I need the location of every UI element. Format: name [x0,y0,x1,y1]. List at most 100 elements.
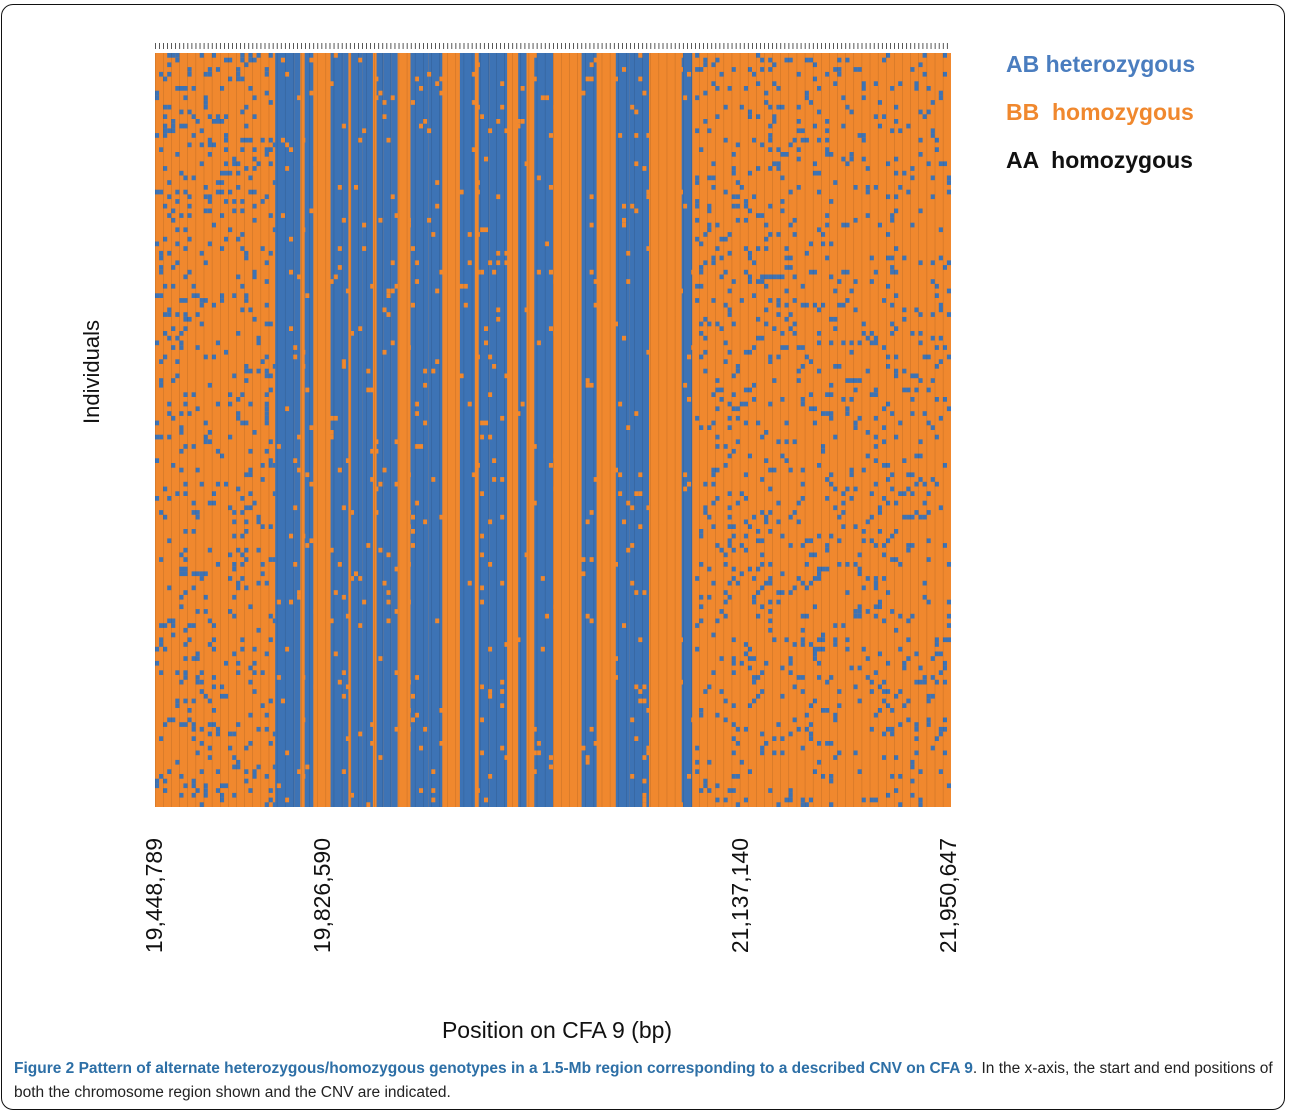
ab-call [796,104,801,110]
ab-call [236,547,241,553]
ab-call [930,378,935,383]
ab-call [155,241,160,247]
ab-call [845,562,850,567]
snp-marker [475,43,477,49]
ab-call [248,741,253,746]
ab-call [187,203,192,209]
bb-call [374,510,379,515]
ab-call [232,161,237,167]
ab-call [727,543,732,548]
ab-call [264,774,269,779]
ab-call [731,406,736,412]
ab-call [695,53,700,58]
ab-call [890,731,895,737]
ab-call [886,703,891,708]
ab-call [240,533,245,539]
ab-call [224,660,229,666]
ab-call [890,726,895,732]
ab-call [731,703,736,708]
bb-call [285,166,290,171]
ab-call [719,255,724,261]
ab-call [942,665,947,671]
ab-call [930,260,935,266]
ab-call [236,331,241,336]
ab-call [228,434,233,440]
ab-call [179,722,184,727]
ab-call [792,232,797,237]
ab-call [171,123,176,129]
ab-call [739,571,744,577]
ab-call [236,722,241,727]
bb-call [427,128,432,134]
ab-call [934,481,939,487]
ab-call [743,269,748,275]
ab-call [853,67,858,72]
ab-column [681,53,693,807]
ab-call [906,514,911,520]
ab-call [183,571,188,577]
ab-call [808,703,813,708]
bb-call [646,189,651,195]
ab-call [877,222,882,228]
ab-call [808,241,813,247]
snp-marker [232,43,233,49]
ab-call [719,326,724,331]
snp-marker [821,43,822,49]
ab-call [898,420,903,426]
snp-marker [520,43,522,49]
marker-separator [536,53,538,807]
snp-marker [536,43,538,49]
ab-call [821,566,826,572]
snp-marker [207,43,209,49]
ab-call [926,86,931,91]
bb-call [309,538,314,544]
ab-call [890,213,895,218]
snp-marker [796,43,798,49]
bb-call [504,642,509,647]
ab-call [772,736,777,741]
bb-call [691,717,696,723]
ab-call [922,514,927,520]
ab-call [808,642,813,647]
snp-marker [857,43,859,49]
snp-marker [654,43,656,49]
ab-call [244,123,249,129]
ab-call [175,698,180,704]
ab-call [199,161,204,167]
ab-call [894,246,899,251]
snp-marker [199,43,201,49]
ab-call [829,472,834,478]
ab-call [760,510,765,515]
ab-call [695,759,700,765]
ab-call [865,368,870,374]
ab-call [902,514,907,520]
ab-call [224,57,229,63]
marker-separator [203,53,205,807]
ab-call [747,279,752,284]
bb-call [532,444,537,449]
ab-call [922,679,927,685]
snp-marker [731,43,733,49]
ab-call [817,189,822,195]
ab-call [727,538,732,544]
bb-call [642,684,647,690]
ab-call [942,679,947,685]
bb-call [601,147,606,152]
ab-call [203,693,208,699]
ab-call [232,208,237,214]
ab-call [264,260,269,266]
snp-marker [155,43,156,49]
marker-separator [414,53,416,807]
ab-call [727,401,732,407]
ab-call [183,227,188,233]
ab-call [731,576,736,581]
ab-call [784,152,789,157]
bb-call [370,722,375,727]
ab-call [747,566,752,572]
ab-call [780,175,785,181]
ab-call [707,203,712,209]
bb-call [414,444,419,449]
ab-call [829,382,834,388]
ab-call [817,109,822,115]
bb-call [321,283,326,289]
